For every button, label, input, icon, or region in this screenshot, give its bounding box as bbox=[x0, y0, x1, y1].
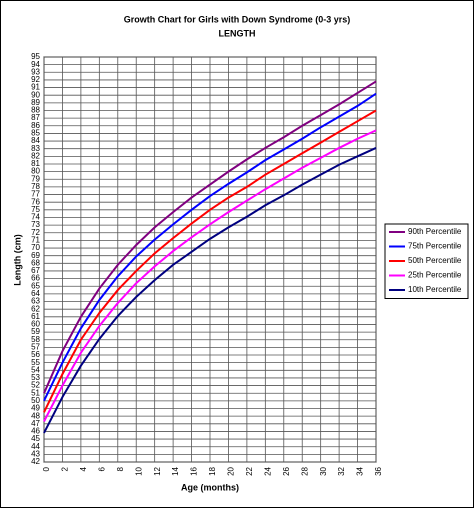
y-tick-label: 71 bbox=[31, 236, 40, 245]
x-tick-label: 2 bbox=[61, 466, 70, 471]
series-line bbox=[43, 80, 377, 394]
legend-label: 50th Percentile bbox=[408, 256, 462, 265]
y-tick-label: 88 bbox=[31, 106, 40, 115]
x-tick-label: 16 bbox=[190, 466, 199, 475]
y-tick-label: 89 bbox=[31, 98, 40, 107]
y-tick-label: 62 bbox=[31, 304, 40, 313]
y-tick-label: 79 bbox=[31, 174, 40, 183]
y-tick-label: 84 bbox=[31, 136, 40, 145]
y-tick-label: 55 bbox=[31, 358, 40, 367]
x-tick-label: 14 bbox=[171, 466, 180, 475]
y-tick-label: 47 bbox=[31, 419, 40, 428]
y-tick-label: 76 bbox=[31, 197, 40, 206]
y-tick-label: 52 bbox=[31, 381, 40, 390]
series-line bbox=[43, 129, 377, 422]
x-tick-label: 26 bbox=[282, 466, 291, 475]
y-tick-label: 54 bbox=[31, 365, 40, 374]
x-axis-label: Age (months) bbox=[181, 482, 239, 492]
legend-label: 90th Percentile bbox=[408, 227, 462, 236]
x-tick-label: 20 bbox=[227, 466, 236, 475]
x-tick-label: 6 bbox=[97, 466, 106, 471]
y-tick-label: 63 bbox=[31, 297, 40, 306]
x-tick-label: 34 bbox=[356, 466, 365, 475]
x-tick-label: 22 bbox=[245, 466, 254, 475]
y-tick-label: 57 bbox=[31, 342, 40, 351]
y-axis-label: Length (cm) bbox=[12, 234, 22, 286]
x-tick-label: 12 bbox=[153, 466, 162, 475]
y-tick-label: 86 bbox=[31, 121, 40, 130]
x-tick-label: 30 bbox=[319, 466, 328, 475]
y-tick-label: 51 bbox=[31, 388, 40, 397]
y-tick-label: 92 bbox=[31, 75, 40, 84]
y-tick-label: 69 bbox=[31, 251, 40, 260]
y-tick-label: 45 bbox=[31, 434, 40, 443]
series-line bbox=[43, 147, 377, 434]
chart-subtitle: LENGTH bbox=[219, 28, 256, 38]
y-tick-label: 67 bbox=[31, 266, 40, 275]
y-tick-label: 80 bbox=[31, 167, 40, 176]
x-tick-label: 10 bbox=[134, 466, 143, 475]
y-tick-label: 74 bbox=[31, 213, 40, 222]
chart-title: Growth Chart for Girls with Down Syndrom… bbox=[124, 14, 351, 24]
y-tick-label: 61 bbox=[31, 312, 40, 321]
legend-label: 25th Percentile bbox=[408, 271, 462, 280]
y-tick-label: 78 bbox=[31, 182, 40, 191]
y-tick-label: 53 bbox=[31, 373, 40, 382]
y-tick-label: 59 bbox=[31, 327, 40, 336]
x-tick-label: 32 bbox=[337, 466, 346, 475]
y-tick-label: 82 bbox=[31, 151, 40, 160]
y-tick-label: 81 bbox=[31, 159, 40, 168]
x-tick-label: 0 bbox=[42, 466, 51, 471]
x-tick-label: 24 bbox=[263, 466, 272, 475]
y-tick-label: 94 bbox=[31, 60, 40, 69]
y-tick-label: 64 bbox=[31, 289, 40, 298]
x-tick-label: 36 bbox=[374, 466, 383, 475]
x-tick-label: 4 bbox=[79, 466, 88, 471]
y-tick-label: 90 bbox=[31, 90, 40, 99]
y-tick-label: 56 bbox=[31, 350, 40, 359]
y-tick-label: 85 bbox=[31, 129, 40, 138]
y-tick-label: 75 bbox=[31, 205, 40, 214]
y-tick-label: 44 bbox=[31, 442, 40, 451]
y-tick-label: 49 bbox=[31, 404, 40, 413]
y-tick-label: 83 bbox=[31, 144, 40, 153]
y-tick-label: 93 bbox=[31, 67, 40, 76]
y-tick-label: 46 bbox=[31, 427, 40, 436]
y-tick-label: 60 bbox=[31, 320, 40, 329]
y-tick-label: 50 bbox=[31, 396, 40, 405]
y-tick-label: 72 bbox=[31, 228, 40, 237]
x-tick-label: 8 bbox=[116, 466, 125, 471]
y-tick-label: 65 bbox=[31, 281, 40, 290]
legend-label: 10th Percentile bbox=[408, 285, 462, 294]
y-tick-label: 48 bbox=[31, 411, 40, 420]
y-tick-label: 70 bbox=[31, 243, 40, 252]
y-tick-label: 73 bbox=[31, 220, 40, 229]
y-tick-label: 42 bbox=[31, 457, 40, 466]
y-tick-label: 77 bbox=[31, 190, 40, 199]
y-tick-label: 91 bbox=[31, 83, 40, 92]
y-tick-label: 66 bbox=[31, 274, 40, 283]
y-tick-label: 43 bbox=[31, 449, 40, 458]
y-tick-label: 87 bbox=[31, 113, 40, 122]
series-line bbox=[43, 92, 377, 402]
y-tick-label: 58 bbox=[31, 335, 40, 344]
x-tick-label: 18 bbox=[208, 466, 217, 475]
y-tick-label: 68 bbox=[31, 258, 40, 267]
x-tick-label: 28 bbox=[300, 466, 309, 475]
y-tick-label: 95 bbox=[31, 52, 40, 61]
series-line bbox=[43, 109, 377, 413]
legend-label: 75th Percentile bbox=[408, 242, 462, 251]
